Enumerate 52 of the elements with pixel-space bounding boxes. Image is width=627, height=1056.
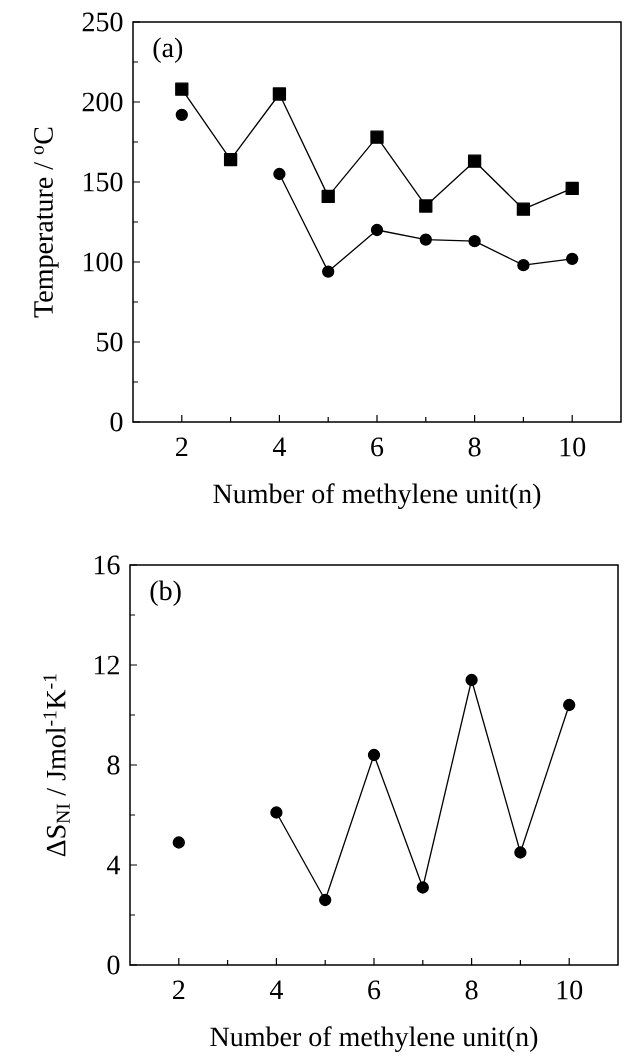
- point: [514, 846, 527, 859]
- point: [467, 154, 482, 168]
- x-tick-label: 6: [368, 980, 381, 1000]
- point: [172, 836, 185, 849]
- point: [272, 87, 287, 101]
- x-tick-label: 10: [560, 437, 586, 457]
- y-tick-label: 100: [83, 252, 123, 272]
- x-tick-label: 4: [272, 437, 286, 456]
- x-axis-title: Number of methylene unit(n): [210, 1026, 538, 1053]
- point: [566, 252, 579, 265]
- y-axis-title: Temperature / $^{o}$C: [34, 127, 59, 318]
- point: [270, 806, 283, 819]
- point: [419, 199, 433, 213]
- point: [367, 748, 381, 762]
- point: [322, 265, 335, 278]
- x-tick-label: 2: [176, 437, 188, 457]
- x-tick-label: 4: [269, 980, 283, 999]
- annotation: (a): [153, 37, 183, 63]
- y-tick-label: 150: [83, 172, 123, 192]
- point: [563, 698, 576, 712]
- y-tick-label: 4: [107, 855, 121, 875]
- y-tick-label: 16: [94, 555, 120, 575]
- x-tick-label: 10: [557, 980, 583, 1000]
- y-tick-label: 0: [110, 412, 123, 432]
- point: [468, 235, 481, 248]
- point: [517, 259, 530, 272]
- point: [319, 893, 332, 907]
- x-axis-title: Number of methylene unit(n): [213, 483, 541, 510]
- point: [175, 82, 189, 96]
- point: [370, 223, 384, 237]
- point: [321, 189, 335, 204]
- x-tick-label: 8: [468, 437, 481, 457]
- x-tick-label: 2: [173, 980, 185, 1000]
- point: [465, 673, 478, 687]
- x-tick-label: 8: [465, 980, 478, 1000]
- y-tick-label: 50: [97, 332, 123, 352]
- y-axis-title: ΔS$_{NI}$ / Jmol$^{-1}$K$^{-1}$: [43, 674, 70, 857]
- point: [565, 181, 579, 196]
- point: [223, 152, 238, 167]
- point: [416, 881, 429, 894]
- y-tick-label: 12: [94, 655, 119, 675]
- annotation: (b): [150, 580, 181, 606]
- y-tick-label: 0: [107, 955, 120, 975]
- y-tick-label: 200: [82, 92, 123, 112]
- point: [370, 130, 384, 144]
- point: [516, 202, 531, 216]
- y-tick-label: 250: [82, 12, 123, 32]
- point: [175, 108, 188, 121]
- x-tick-label: 6: [371, 437, 384, 457]
- y-tick-label: 8: [107, 755, 120, 775]
- point: [419, 233, 432, 246]
- point: [273, 167, 286, 181]
